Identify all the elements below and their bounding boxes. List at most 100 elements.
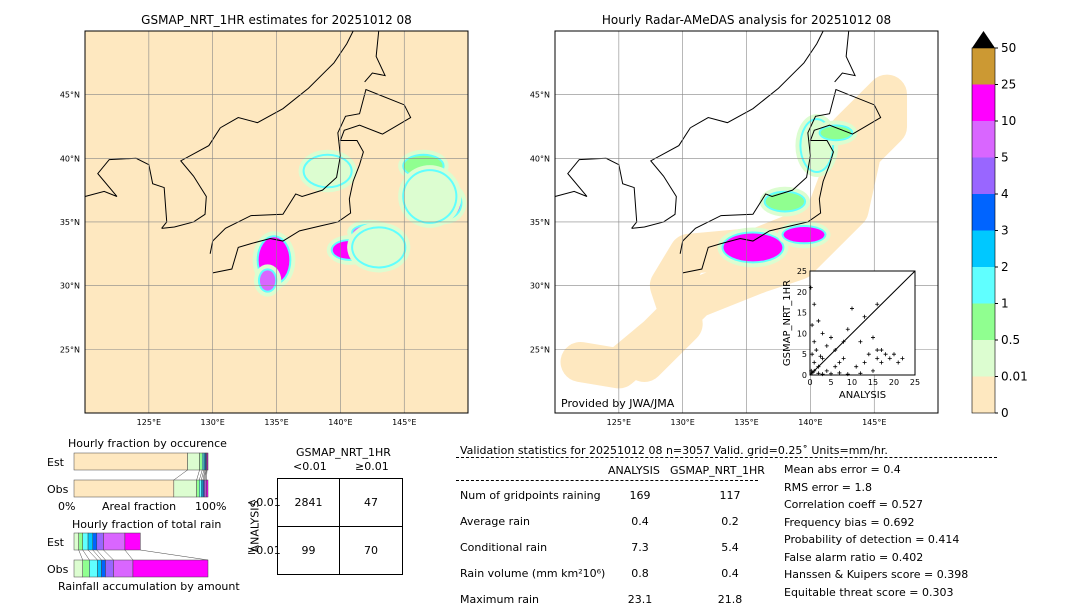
rain-est-segment (78, 532, 83, 551)
scatter-point (820, 356, 825, 361)
stats-row-label: Maximum rain (460, 593, 539, 606)
scatter-point (850, 306, 854, 311)
rain-area (304, 155, 351, 187)
occ-obs-label: Obs (47, 483, 69, 496)
stats-analysis-value: 7.3 (631, 541, 649, 554)
scatter-point (829, 335, 833, 340)
x-tick-label: 25 (910, 378, 920, 387)
scatter-point (824, 343, 829, 348)
scatter-point (816, 371, 821, 376)
scatter-point (862, 360, 867, 365)
occ-x-mid: Areal fraction (102, 500, 177, 513)
stats-gsmap-value: 21.8 (717, 593, 743, 606)
stats-row-label: Rain volume (mm km²10⁶) (460, 567, 606, 580)
x-tick-label: 0 (807, 378, 812, 387)
coastline (631, 127, 691, 229)
stats-analysis-value: 23.1 (627, 593, 653, 606)
rain-obs-segment (105, 559, 114, 578)
y-tick-label: 10 (797, 329, 807, 338)
scatter-point (820, 372, 825, 377)
x-axis-label: ANALYSIS (839, 390, 886, 401)
rain-obs-segment (132, 559, 209, 578)
rain-obs-label: Obs (47, 563, 69, 576)
connector-line (199, 469, 203, 481)
rain-est-segment (73, 532, 79, 551)
coastline (220, 30, 354, 129)
colorbar-segment (972, 340, 995, 377)
scatter-point (837, 360, 842, 365)
coastline (679, 88, 882, 274)
x-tick-label: 20 (889, 378, 899, 387)
score-line: RMS error = 1.8 (784, 480, 872, 494)
lat-tick-label: 30°N (530, 282, 550, 291)
lon-tick-label: 145°E (862, 418, 886, 427)
rain-obs-segment (82, 559, 90, 578)
x-tick-label: 15 (868, 378, 878, 387)
connector-line (82, 549, 90, 561)
stats-gsmap-value: 0.2 (721, 515, 739, 528)
rain-obs-segment (113, 559, 134, 578)
scatter-point (887, 356, 892, 361)
stats-row-label: Average rain (460, 515, 530, 528)
score-line: Hanssen & Kuipers score = 0.398 (784, 568, 969, 581)
lon-tick-label: 135°E (734, 418, 758, 427)
score-line: Frequency bias = 0.692 (784, 515, 915, 529)
connector-line (202, 469, 206, 481)
stats-col2: GSMAP_NRT_1HR (670, 464, 765, 477)
connector-line (103, 549, 114, 561)
connector-line (92, 549, 102, 561)
lat-tick-label: 40°N (530, 154, 550, 163)
divider (456, 457, 997, 458)
stats-col1: ANALYSIS (608, 464, 660, 477)
scatter-point (810, 370, 815, 375)
x-tick-label: 10 (847, 378, 857, 387)
stats-analysis-value: 0.4 (631, 515, 649, 528)
right-map-frame (554, 30, 939, 414)
rain-area (404, 171, 456, 222)
colorbar-label: 2 (1001, 260, 1009, 274)
lat-tick-label: 40°N (60, 154, 80, 163)
y-tick-label: 5 (802, 350, 807, 359)
scatter-point (896, 360, 901, 365)
scatter-point (854, 364, 859, 369)
stats-analysis-value: 169 (629, 489, 651, 502)
scatter-point (858, 371, 863, 376)
rain-area (783, 227, 825, 243)
colorbar-label: 0.5 (1001, 333, 1020, 347)
left-map: 125°E 130°E 135°E 140°E 145°E 45°N 40°N 35°N 30°… (60, 30, 469, 427)
scatter-point (837, 370, 842, 375)
scatter-inset: 00 5 5 10 10 15 15 20 20 25 25 ANALYSIS GSMAP_NRT_1H… (782, 267, 920, 401)
left-map-frame (84, 30, 469, 414)
lat-tick-label: 25°N (60, 345, 80, 354)
scatter-point (816, 318, 821, 323)
scatter-point (845, 372, 850, 377)
lon-tick-label: 130°E (671, 418, 695, 427)
scatter-point (883, 352, 888, 357)
colorbar-label: 4 (1001, 187, 1009, 201)
rain-area (259, 270, 276, 291)
scatter-point (814, 348, 819, 353)
lat-tick-label: 45°N (60, 91, 80, 100)
connector-line (173, 469, 188, 481)
colorbar-segment (972, 157, 995, 194)
x-tick-label: 5 (828, 378, 833, 387)
ct-row-1: <0.01 (247, 496, 281, 509)
connector-line (196, 469, 200, 481)
colorbar-segment (972, 194, 995, 231)
scatter-point (866, 352, 871, 357)
score-line: Probability of detection = 0.414 (784, 533, 960, 546)
y-tick-label: 15 (797, 309, 807, 318)
colorbar-segment (972, 267, 995, 304)
coastline (209, 88, 412, 274)
divider (456, 480, 758, 481)
scatter-point (871, 335, 875, 340)
rain-footer: Rainfall accumulation by amount (58, 580, 240, 593)
coastline (690, 30, 824, 129)
rain-area (353, 228, 405, 267)
scatter-point (820, 331, 825, 336)
colorbar-segment (972, 230, 995, 267)
fraction-bars (73, 452, 209, 578)
credit-text: Provided by JWA/JMA (561, 397, 675, 410)
coastline (161, 127, 221, 229)
score-line: Equitable threat score = 0.303 (784, 585, 954, 599)
